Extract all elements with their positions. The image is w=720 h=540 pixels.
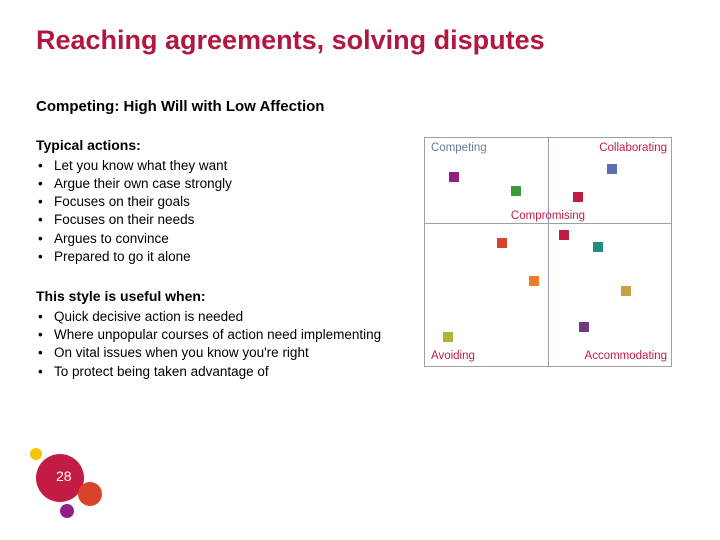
label-avoiding: Avoiding (431, 350, 475, 362)
list-item: Argues to convince (36, 230, 416, 248)
diagram-square (449, 172, 459, 182)
diagram-square (579, 322, 589, 332)
list-item: On vital issues when you know you're rig… (36, 344, 416, 362)
typical-list: Let you know what they want Argue their … (36, 157, 416, 266)
typical-heading: Typical actions: (36, 137, 416, 153)
page-title: Reaching agreements, solving disputes (36, 26, 684, 56)
diagram-square (573, 192, 583, 202)
diagram-square (511, 186, 521, 196)
list-item: Focuses on their needs (36, 211, 416, 229)
list-item: To protect being taken advantage of (36, 363, 416, 381)
list-item: Let you know what they want (36, 157, 416, 175)
list-item: Focuses on their goals (36, 193, 416, 211)
label-compromising: Compromising (425, 210, 671, 222)
label-collaborating: Collaborating (599, 142, 667, 154)
diagram-square (529, 276, 539, 286)
label-competing: Competing (431, 142, 487, 154)
diagram-square (497, 238, 507, 248)
styles-diagram: Competing Collaborating Compromising Avo… (424, 137, 672, 367)
list-item: Where unpopular courses of action need i… (36, 326, 416, 344)
diagram-square (607, 164, 617, 174)
footer-dot (30, 448, 42, 460)
footer-dot (60, 504, 74, 518)
label-accommodating: Accommodating (585, 350, 667, 362)
diagram-square (559, 230, 569, 240)
quadrant-accommodating: Accommodating (548, 224, 672, 366)
diagram-square (621, 286, 631, 296)
page-number: 28 (56, 468, 72, 484)
footer-dot (78, 482, 102, 506)
footer-graphic: 28 (36, 454, 116, 518)
slide-subtitle: Competing: High Will with Low Affection (36, 98, 684, 115)
list-item: Prepared to go it alone (36, 248, 416, 266)
useful-heading: This style is useful when: (36, 288, 416, 304)
quadrant-avoiding: Avoiding (425, 224, 548, 366)
list-item: Quick decisive action is needed (36, 308, 416, 326)
useful-list: Quick decisive action is needed Where un… (36, 308, 416, 381)
diagram-square (443, 332, 453, 342)
diagram-square (593, 242, 603, 252)
list-item: Argue their own case strongly (36, 175, 416, 193)
